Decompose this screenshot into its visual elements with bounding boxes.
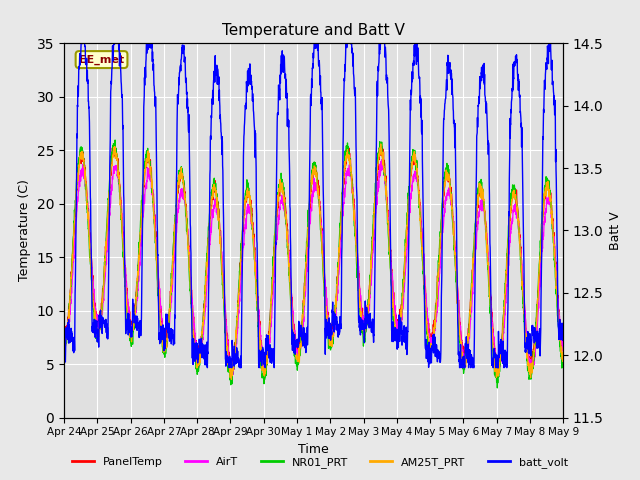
AM25T_PRT (529, 356, 537, 362)
batt_volt (77, 40, 85, 46)
Line: PanelTemp: PanelTemp (64, 143, 563, 369)
PanelTemp (60, 326, 68, 332)
NR01_PRT (493, 385, 501, 391)
AM25T_PRT (559, 358, 567, 363)
AirT (378, 157, 385, 163)
Y-axis label: Batt V: Batt V (609, 211, 622, 250)
Line: AM25T_PRT: AM25T_PRT (64, 144, 563, 380)
Y-axis label: Temperature (C): Temperature (C) (18, 180, 31, 281)
AM25T_PRT (377, 141, 385, 147)
PanelTemp (339, 192, 346, 198)
PanelTemp (528, 366, 536, 372)
Legend: PanelTemp, AirT, NR01_PRT, AM25T_PRT, batt_volt: PanelTemp, AirT, NR01_PRT, AM25T_PRT, ba… (68, 452, 572, 472)
AirT (529, 357, 537, 363)
batt_volt (339, 161, 347, 167)
NR01_PRT (200, 309, 207, 315)
AM25T_PRT (328, 334, 335, 340)
AM25T_PRT (228, 377, 236, 383)
AirT (60, 335, 68, 340)
batt_volt (60, 336, 68, 342)
batt_volt (328, 320, 336, 325)
NR01_PRT (559, 361, 567, 367)
AirT (516, 234, 524, 240)
AirT (328, 331, 335, 336)
AirT (459, 347, 467, 353)
batt_volt (529, 324, 537, 330)
AirT (559, 348, 567, 354)
Line: AirT: AirT (64, 160, 563, 377)
PanelTemp (515, 221, 523, 227)
batt_volt (459, 364, 467, 370)
NR01_PRT (328, 344, 335, 350)
AM25T_PRT (516, 240, 524, 246)
AirT (339, 208, 346, 214)
batt_volt (200, 355, 207, 360)
AM25T_PRT (339, 187, 346, 193)
PanelTemp (458, 342, 466, 348)
NR01_PRT (529, 348, 537, 354)
AM25T_PRT (60, 337, 68, 343)
Line: batt_volt: batt_volt (64, 43, 563, 368)
batt_volt (559, 324, 567, 330)
NR01_PRT (339, 184, 346, 190)
AM25T_PRT (199, 323, 207, 328)
NR01_PRT (60, 346, 68, 351)
Text: EE_met: EE_met (79, 54, 124, 65)
Title: Temperature and Batt V: Temperature and Batt V (222, 23, 405, 38)
AirT (199, 329, 207, 335)
PanelTemp (200, 309, 207, 315)
NR01_PRT (516, 239, 524, 244)
batt_volt (204, 365, 211, 371)
NR01_PRT (111, 137, 119, 143)
batt_volt (516, 94, 524, 100)
AirT (228, 374, 236, 380)
PanelTemp (111, 140, 118, 146)
PanelTemp (559, 343, 567, 348)
AM25T_PRT (459, 359, 467, 364)
Line: NR01_PRT: NR01_PRT (64, 140, 563, 388)
PanelTemp (529, 346, 537, 352)
X-axis label: Time: Time (298, 443, 329, 456)
NR01_PRT (458, 364, 466, 370)
PanelTemp (328, 325, 335, 331)
